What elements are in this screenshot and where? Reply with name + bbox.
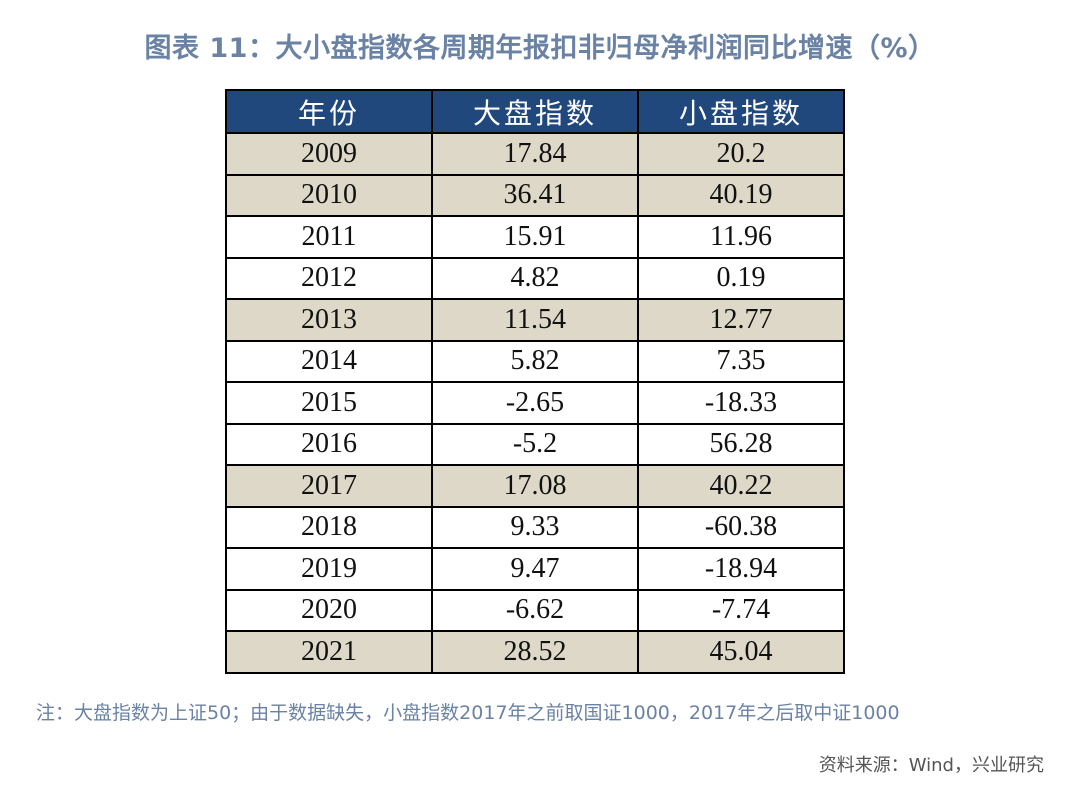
cell-year: 2010 — [225, 173, 433, 217]
cell-small-index: -18.94 — [637, 547, 845, 591]
cell-large-index: -5.2 — [431, 422, 639, 466]
cell-year: 2018 — [225, 505, 433, 549]
header-small-index: 小盘指数 — [637, 89, 845, 134]
cell-large-index: -2.65 — [431, 381, 639, 425]
chart-title: 图表 11：大小盘指数各周期年报扣非归母净利润同比增速（%） — [144, 33, 936, 64]
cell-year: 2013 — [225, 298, 433, 342]
cell-year: 2021 — [225, 630, 433, 674]
cell-small-index: -60.38 — [637, 505, 845, 549]
table-row: 2020 -6.62 -7.74 — [225, 588, 845, 632]
cell-small-index: 20.2 — [637, 132, 845, 176]
cell-large-index: 17.08 — [431, 464, 639, 508]
table-row: 2011 15.91 11.96 — [225, 215, 845, 259]
source-label: 资料来源：Wind，兴业研究 — [818, 755, 1044, 776]
table-row: 2009 17.84 20.2 — [225, 132, 845, 176]
table-row: 2012 4.82 0.19 — [225, 256, 845, 300]
cell-small-index: 40.22 — [637, 464, 845, 508]
cell-large-index: 28.52 — [431, 630, 639, 674]
table-row: 2018 9.33 -60.38 — [225, 505, 845, 549]
cell-small-index: -7.74 — [637, 588, 845, 632]
cell-year: 2015 — [225, 381, 433, 425]
footnote: 注：大盘指数为上证50；由于数据缺失，小盘指数2017年之前取国证1000，20… — [36, 702, 900, 724]
cell-large-index: 9.47 — [431, 547, 639, 591]
table-row: 2013 11.54 12.77 — [225, 298, 845, 342]
table-row: 2015 -2.65 -18.33 — [225, 381, 845, 425]
cell-large-index: 11.54 — [431, 298, 639, 342]
cell-year: 2016 — [225, 422, 433, 466]
cell-small-index: 7.35 — [637, 339, 845, 383]
header-large-index: 大盘指数 — [431, 89, 639, 134]
table-row: 2021 28.52 45.04 — [225, 630, 845, 674]
cell-year: 2014 — [225, 339, 433, 383]
cell-small-index: 0.19 — [637, 256, 845, 300]
cell-year: 2012 — [225, 256, 433, 300]
header-year: 年份 — [225, 89, 433, 134]
cell-large-index: 9.33 — [431, 505, 639, 549]
cell-small-index: 40.19 — [637, 173, 845, 217]
table-body: 2009 17.84 20.2 2010 36.41 40.19 2011 15.91 11.9… — [225, 132, 845, 674]
table-row: 2016 -5.2 56.28 — [225, 422, 845, 466]
cell-year: 2017 — [225, 464, 433, 508]
data-table: 年份 大盘指数 小盘指数 2009 17.84 20.2 2010 36.41 40.19… — [225, 89, 845, 674]
cell-large-index: 15.91 — [431, 215, 639, 259]
cell-year: 2011 — [225, 215, 433, 259]
table-row: 2014 5.82 7.35 — [225, 339, 845, 383]
table-row: 2017 17.08 40.22 — [225, 464, 845, 508]
table-row: 2019 9.47 -18.94 — [225, 547, 845, 591]
cell-large-index: -6.62 — [431, 588, 639, 632]
cell-large-index: 36.41 — [431, 173, 639, 217]
cell-small-index: -18.33 — [637, 381, 845, 425]
cell-small-index: 11.96 — [637, 215, 845, 259]
cell-large-index: 17.84 — [431, 132, 639, 176]
cell-small-index: 45.04 — [637, 630, 845, 674]
cell-year: 2009 — [225, 132, 433, 176]
table-header-row: 年份 大盘指数 小盘指数 — [225, 89, 845, 134]
table-row: 2010 36.41 40.19 — [225, 173, 845, 217]
cell-year: 2019 — [225, 547, 433, 591]
cell-small-index: 56.28 — [637, 422, 845, 466]
cell-large-index: 4.82 — [431, 256, 639, 300]
cell-large-index: 5.82 — [431, 339, 639, 383]
cell-year: 2020 — [225, 588, 433, 632]
cell-small-index: 12.77 — [637, 298, 845, 342]
